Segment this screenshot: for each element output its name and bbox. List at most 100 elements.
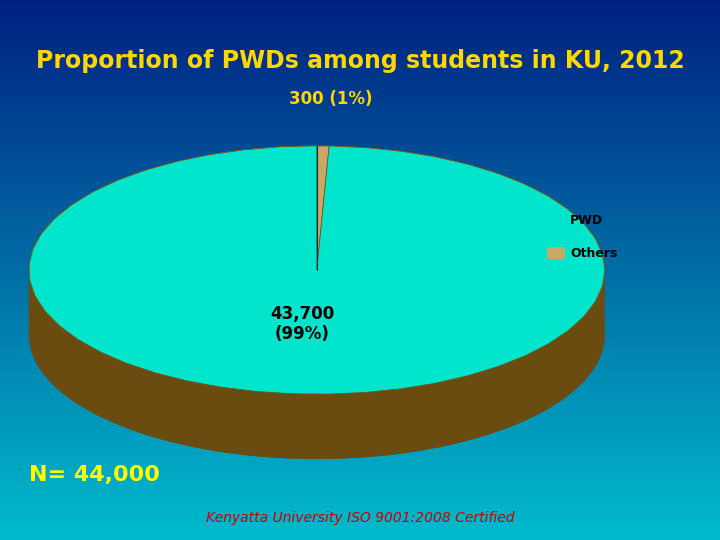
Bar: [0, 327, 720, 329]
Bar: [0, 59, 720, 62]
Bar: [0, 316, 720, 319]
Bar: [0, 35, 720, 38]
Bar: [0, 205, 720, 208]
Bar: [0, 521, 720, 524]
Bar: [0, 197, 720, 200]
Bar: [0, 535, 720, 537]
Bar: [0, 456, 720, 459]
Bar: [0, 259, 720, 262]
Bar: [0, 51, 720, 54]
Bar: [0, 70, 720, 73]
Bar: [0, 278, 720, 281]
Bar: [0, 518, 720, 521]
Bar: [0, 200, 720, 202]
Bar: [0, 208, 720, 211]
Bar: [0, 394, 720, 397]
Bar: [0, 373, 720, 375]
Bar: [0, 464, 720, 467]
Bar: [0, 14, 720, 16]
Bar: [0, 462, 720, 464]
Bar: [0, 49, 720, 51]
Bar: [0, 364, 720, 367]
Bar: [0, 408, 720, 410]
Bar: [0, 351, 720, 354]
Bar: [0, 173, 720, 176]
Bar: [0, 383, 720, 386]
Bar: [0, 86, 720, 89]
Bar: [0, 30, 720, 32]
Bar: [0, 24, 720, 27]
Bar: [0, 8, 720, 11]
Bar: [0, 321, 720, 324]
Bar: [0, 213, 720, 216]
Bar: [0, 16, 720, 19]
Bar: [0, 489, 720, 491]
Bar: [0, 472, 720, 475]
Bar: [0, 0, 720, 3]
Bar: [0, 329, 720, 332]
Bar: [0, 38, 720, 40]
Bar: [0, 108, 720, 111]
Bar: [0, 475, 720, 478]
Bar: [0, 308, 720, 310]
Bar: [0, 297, 720, 300]
Bar: [0, 170, 720, 173]
Bar: [0, 221, 720, 224]
Bar: [0, 89, 720, 92]
Bar: [0, 470, 720, 472]
Bar: [0, 22, 720, 24]
Bar: [0, 238, 720, 240]
Bar: [0, 467, 720, 470]
Bar: [0, 524, 720, 526]
Bar: [0, 40, 720, 43]
Bar: [0, 451, 720, 454]
Bar: [0, 140, 720, 143]
Bar: [0, 5, 720, 8]
Bar: [0, 157, 720, 159]
Bar: [0, 324, 720, 327]
Bar: [0, 76, 720, 78]
Bar: [0, 146, 720, 148]
Bar: [0, 494, 720, 497]
Bar: [0, 402, 720, 405]
Bar: [0, 162, 720, 165]
Bar: [0, 138, 720, 140]
Bar: [0, 435, 720, 437]
Bar: [0, 143, 720, 146]
Bar: [0, 78, 720, 81]
Bar: [0, 32, 720, 35]
Bar: [0, 375, 720, 378]
Bar: [0, 148, 720, 151]
Bar: [0, 273, 720, 275]
Bar: [0, 437, 720, 440]
Bar: [0, 124, 720, 127]
Bar: [0, 262, 720, 265]
Bar: [0, 246, 720, 248]
Bar: [0, 178, 720, 181]
Bar: [0, 500, 720, 502]
Bar: [0, 359, 720, 362]
Bar: [0, 270, 720, 273]
Bar: [547, 215, 565, 227]
Bar: [0, 202, 720, 205]
Bar: [0, 292, 720, 294]
Bar: [0, 526, 720, 529]
Text: Proportion of PWDs among students in KU, 2012: Proportion of PWDs among students in KU,…: [35, 49, 685, 72]
Bar: [0, 232, 720, 235]
Bar: [0, 432, 720, 435]
Bar: [0, 92, 720, 94]
Bar: [0, 111, 720, 113]
Bar: [0, 132, 720, 135]
Bar: [0, 343, 720, 346]
Bar: [0, 189, 720, 192]
Bar: [0, 46, 720, 49]
Bar: [0, 448, 720, 451]
Bar: [0, 186, 720, 189]
Bar: [0, 481, 720, 483]
Bar: [0, 113, 720, 116]
Bar: [0, 184, 720, 186]
Bar: [0, 227, 720, 229]
Bar: [0, 211, 720, 213]
Bar: [0, 529, 720, 532]
Bar: [0, 54, 720, 57]
